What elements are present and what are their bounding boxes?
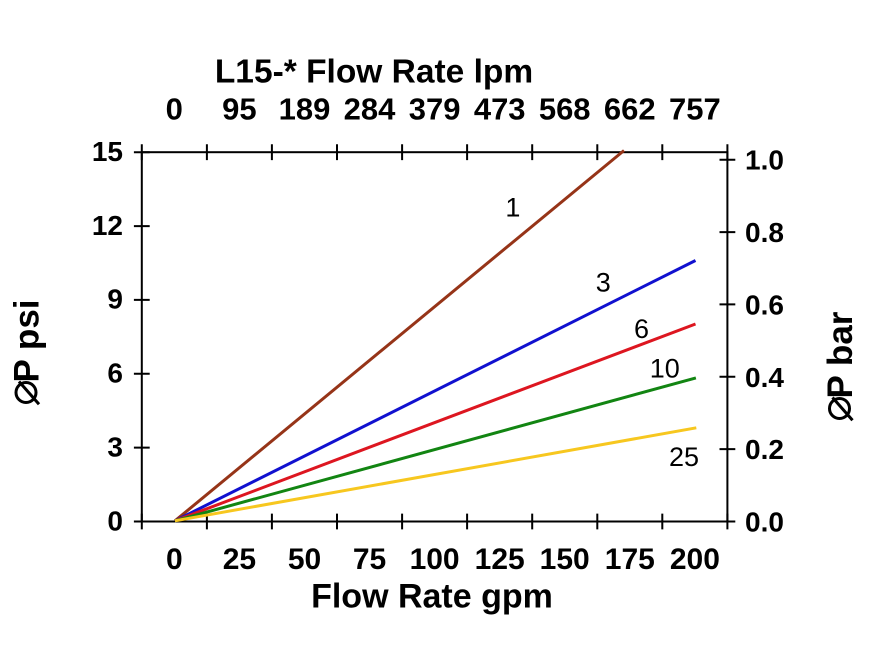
svg-text:662: 662 (604, 92, 656, 127)
svg-text:175: 175 (605, 543, 655, 576)
svg-text:25: 25 (669, 442, 699, 472)
svg-text:95: 95 (222, 92, 256, 127)
svg-text:100: 100 (410, 543, 460, 576)
svg-text:L15-* Flow Rate lpm: L15-* Flow Rate lpm (215, 54, 533, 91)
svg-text:0: 0 (166, 543, 183, 576)
svg-text:473: 473 (474, 92, 526, 127)
svg-text:568: 568 (539, 92, 591, 127)
svg-text:0.4: 0.4 (745, 362, 784, 393)
svg-text:0.6: 0.6 (745, 289, 784, 320)
svg-text:757: 757 (669, 92, 721, 127)
svg-text:200: 200 (670, 543, 720, 576)
svg-text:P psi: P psi (8, 299, 47, 382)
svg-text:3: 3 (107, 431, 123, 462)
svg-text:0.0: 0.0 (745, 507, 784, 538)
svg-text:25: 25 (223, 543, 256, 576)
svg-text:6: 6 (107, 358, 123, 389)
svg-text:125: 125 (475, 543, 525, 576)
svg-text:0.8: 0.8 (745, 217, 784, 248)
svg-text:6: 6 (634, 314, 649, 344)
svg-text:9: 9 (107, 284, 123, 315)
svg-text:75: 75 (353, 543, 386, 576)
svg-text:12: 12 (92, 210, 123, 241)
svg-text:0: 0 (107, 505, 123, 536)
svg-text:P bar: P bar (821, 311, 860, 398)
svg-text:50: 50 (288, 543, 321, 576)
svg-text:1.0: 1.0 (745, 145, 784, 176)
svg-text:379: 379 (409, 92, 461, 127)
svg-text:Flow Rate gpm: Flow Rate gpm (311, 577, 553, 615)
svg-text:1: 1 (505, 193, 520, 223)
svg-text:150: 150 (540, 543, 590, 576)
svg-text:15: 15 (92, 136, 123, 167)
svg-text:3: 3 (596, 268, 611, 298)
svg-text:10: 10 (650, 354, 680, 384)
svg-text:0.2: 0.2 (745, 434, 784, 465)
svg-text:284: 284 (344, 92, 396, 127)
svg-text:0: 0 (166, 92, 183, 127)
svg-text:189: 189 (279, 92, 331, 127)
